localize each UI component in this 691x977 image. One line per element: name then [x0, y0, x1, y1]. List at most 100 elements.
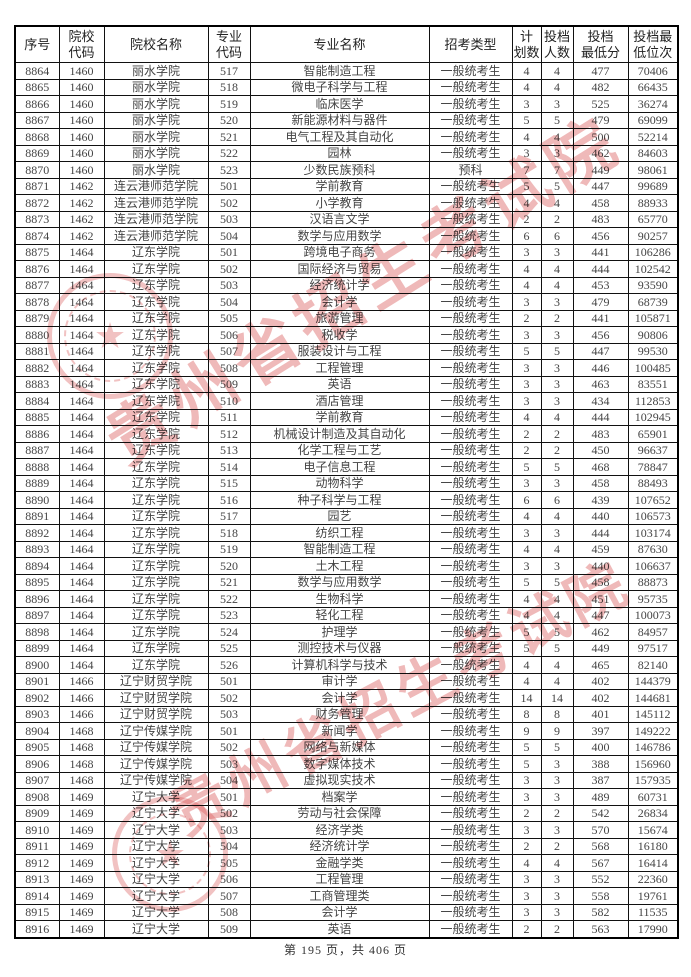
cell: 8893: [14, 540, 60, 558]
cell: 3: [511, 375, 542, 393]
table-row: 8903 1466 辽宁财贸学院 503 财务管理 一般统考生 8 8 401 145112: [14, 705, 679, 723]
cell: 3: [511, 903, 542, 921]
cell: 一般统考生: [428, 540, 513, 558]
cell: 轻化工程: [249, 606, 430, 624]
cell: 6: [511, 491, 542, 509]
cell: 8915: [14, 903, 60, 921]
cell: 3: [540, 95, 574, 113]
cell: 3: [540, 771, 574, 789]
cell: 82140: [627, 656, 679, 674]
cell: 8879: [14, 309, 60, 327]
cell: 8889: [14, 474, 60, 492]
table-row: 8905 1468 辽宁传媒学院 502 网络与新媒体 一般统考生 5 5 400 146786: [14, 738, 679, 756]
cell: 36274: [627, 95, 679, 113]
cell: 3: [540, 474, 574, 492]
cell: 一般统考生: [428, 557, 513, 575]
cell: 516: [207, 491, 251, 509]
table-row: 8873 1462 连云港师范学院 503 汉语言文学 一般统考生 2 2 483 65770: [14, 210, 679, 228]
cell: 2: [511, 920, 542, 938]
cell: 5: [511, 623, 542, 641]
cell: 102945: [627, 408, 679, 426]
cell: 2: [540, 309, 574, 327]
table-row: 8871 1462 连云港师范学院 501 学前教育 一般统考生 5 5 447 99689: [14, 177, 679, 195]
cell: 一般统考生: [428, 870, 513, 888]
cell: 辽东学院: [103, 408, 209, 426]
cell: 一般统考生: [428, 623, 513, 641]
cell: 503: [207, 276, 251, 294]
cell: 1464: [58, 606, 105, 624]
cell: 517: [207, 507, 251, 525]
cell: 丽水学院: [103, 128, 209, 146]
cell: 8864: [14, 62, 60, 80]
cell: 微电子科学与工程: [249, 78, 430, 96]
cell: 520: [207, 111, 251, 129]
cell: 8885: [14, 408, 60, 426]
cell: 8896: [14, 590, 60, 608]
table-row: 8895 1464 辽东学院 521 数学与应用数学 一般统考生 5 5 458 88873: [14, 573, 679, 591]
cell: 金融学类: [249, 854, 430, 872]
cell: 预科: [428, 161, 513, 179]
cell: 1468: [58, 722, 105, 740]
cell: 483: [572, 425, 629, 443]
cell: 8904: [14, 722, 60, 740]
cell: 483: [572, 210, 629, 228]
table-row: 8886 1464 辽东学院 512 机械设计制造及其自动化 一般统考生 2 2 483 6590…: [14, 425, 679, 443]
cell: 9: [511, 722, 542, 740]
cell: 525: [207, 639, 251, 657]
cell: 旅游管理: [249, 309, 430, 327]
cell: 3: [511, 887, 542, 905]
cell: 1468: [58, 755, 105, 773]
cell: 8878: [14, 293, 60, 311]
table-body: 8864 1460 丽水学院 517 智能制造工程 一般统考生 4 4 477 70406 8865…: [14, 62, 679, 938]
cell: 501: [207, 177, 251, 195]
cell: 1469: [58, 920, 105, 938]
cell: 8903: [14, 705, 60, 723]
cell: 一般统考生: [428, 309, 513, 327]
cell: 502: [207, 194, 251, 212]
cell: 一般统考生: [428, 887, 513, 905]
cell: 辽东学院: [103, 656, 209, 674]
cell: 112853: [627, 392, 679, 410]
cell: 503: [207, 755, 251, 773]
table-row: 8900 1464 辽东学院 526 计算机科学与技术 一般统考生 4 4 465 82140: [14, 656, 679, 674]
cell: 477: [572, 62, 629, 80]
cell: 一般统考生: [428, 458, 513, 476]
cell: 503: [207, 210, 251, 228]
cell: 1460: [58, 111, 105, 129]
cell: 1466: [58, 689, 105, 707]
cell: 1460: [58, 161, 105, 179]
cell: 523: [207, 161, 251, 179]
cell: 5: [540, 573, 574, 591]
cell: 一般统考生: [428, 672, 513, 690]
cell: 8895: [14, 573, 60, 591]
cell: 种子科学与工程: [249, 491, 430, 509]
table-row: 8887 1464 辽东学院 513 化学工程与工艺 一般统考生 2 2 450 96637: [14, 441, 679, 459]
cell: 447: [572, 177, 629, 195]
cell: 502: [207, 738, 251, 756]
cell: 园艺: [249, 507, 430, 525]
cell: 96637: [627, 441, 679, 459]
cell: 508: [207, 903, 251, 921]
cell: 4: [540, 276, 574, 294]
cell: 一般统考生: [428, 491, 513, 509]
table-row: 8866 1460 丽水学院 519 临床医学 一般统考生 3 3 525 36274: [14, 95, 679, 113]
cell: 1464: [58, 458, 105, 476]
cell: 丽水学院: [103, 161, 209, 179]
cell: 8: [540, 705, 574, 723]
cell: 机械设计制造及其自动化: [249, 425, 430, 443]
cell: 156960: [627, 755, 679, 773]
cell: 14: [511, 689, 542, 707]
cell: 3: [511, 243, 542, 261]
cell: 4: [540, 128, 574, 146]
cell: 22360: [627, 870, 679, 888]
cell: 8876: [14, 260, 60, 278]
cell: 一般统考生: [428, 276, 513, 294]
cell: 4: [511, 78, 542, 96]
cell: 一般统考生: [428, 95, 513, 113]
cell: 辽宁财贸学院: [103, 705, 209, 723]
table-row: 8890 1464 辽东学院 516 种子科学与工程 一般统考生 6 6 439 107652: [14, 491, 679, 509]
cell: 数字媒体技术: [249, 755, 430, 773]
cell: 444: [572, 524, 629, 542]
cell: 504: [207, 227, 251, 245]
table-row: 8889 1464 辽东学院 515 动物科学 一般统考生 3 3 458 88493: [14, 474, 679, 492]
